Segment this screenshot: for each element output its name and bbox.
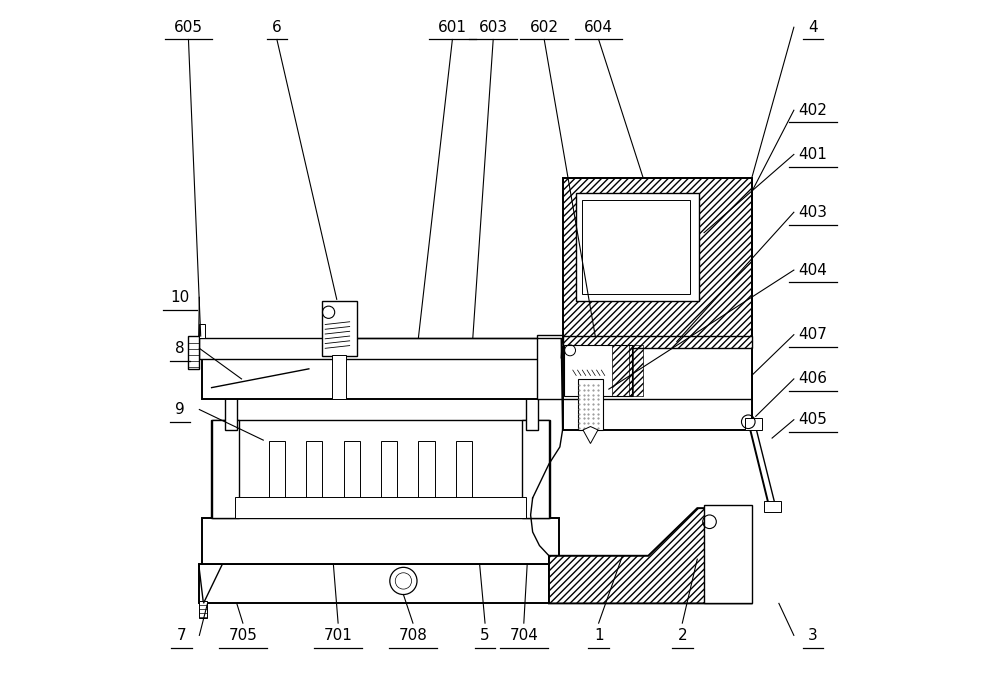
Bar	[563, 336, 752, 348]
Bar	[322, 301, 357, 357]
Bar	[306, 441, 322, 501]
Bar	[202, 359, 559, 400]
Text: 708: 708	[398, 628, 427, 643]
Bar	[563, 336, 752, 348]
Text: 404: 404	[798, 262, 827, 277]
Bar	[381, 441, 397, 501]
Text: 704: 704	[509, 628, 538, 643]
Text: 403: 403	[798, 205, 827, 220]
Text: 4: 4	[808, 20, 818, 35]
Text: 8: 8	[175, 341, 185, 356]
Text: 602: 602	[530, 20, 559, 35]
Bar	[188, 336, 199, 369]
Bar	[418, 441, 435, 501]
Bar	[576, 193, 699, 301]
Bar	[235, 497, 526, 518]
Bar	[332, 355, 346, 400]
Bar	[582, 200, 690, 294]
Bar	[578, 379, 603, 430]
Bar	[563, 347, 752, 430]
Text: 407: 407	[798, 327, 827, 342]
Bar	[456, 441, 472, 501]
Bar	[629, 345, 643, 396]
Text: 9: 9	[175, 402, 185, 417]
Bar	[199, 564, 563, 603]
Text: 3: 3	[808, 628, 818, 643]
Text: 603: 603	[479, 20, 508, 35]
Text: 7: 7	[177, 628, 186, 643]
Text: 701: 701	[324, 628, 353, 643]
Text: 2: 2	[677, 628, 687, 643]
Bar	[704, 505, 752, 603]
Text: 402: 402	[798, 102, 827, 117]
Bar	[564, 345, 632, 396]
Text: 5: 5	[480, 628, 490, 643]
Text: 6: 6	[272, 20, 282, 35]
Bar	[212, 420, 239, 518]
Bar	[211, 420, 550, 518]
Bar	[745, 418, 762, 430]
Text: 705: 705	[228, 628, 257, 643]
Bar	[199, 338, 563, 359]
Bar	[526, 386, 538, 430]
Text: 604: 604	[584, 20, 613, 35]
Text: 405: 405	[798, 413, 827, 428]
Text: 605: 605	[174, 20, 203, 35]
Bar	[344, 441, 360, 501]
Bar	[563, 178, 752, 338]
Bar	[563, 178, 752, 338]
Bar	[269, 441, 285, 501]
Bar	[612, 345, 633, 396]
Text: 10: 10	[171, 290, 190, 305]
Bar	[537, 335, 565, 400]
Bar	[764, 501, 781, 512]
Bar	[199, 601, 207, 618]
Text: 1: 1	[594, 628, 603, 643]
Polygon shape	[549, 508, 752, 603]
Text: 601: 601	[438, 20, 467, 35]
Polygon shape	[583, 426, 598, 443]
Bar	[522, 420, 549, 518]
Text: 406: 406	[798, 372, 827, 387]
Text: 401: 401	[798, 147, 827, 162]
Bar	[202, 518, 559, 564]
Bar	[199, 324, 205, 338]
Bar	[225, 386, 237, 430]
